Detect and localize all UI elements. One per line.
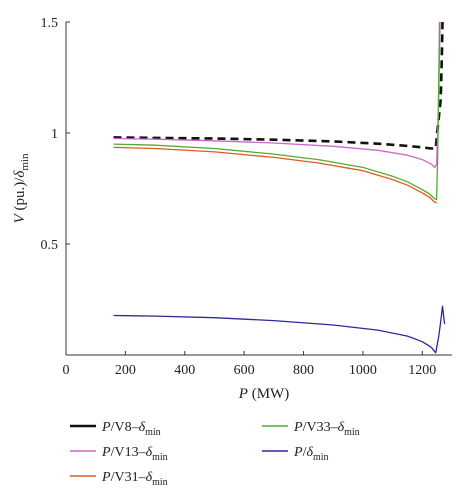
series-line-4 (113, 21, 441, 201)
x-tick-label: 0 (63, 363, 70, 378)
series-line-5 (113, 305, 446, 354)
x-axis-title: P (MW) (238, 386, 289, 402)
legend-item-1: P/V8–δmin (70, 420, 161, 438)
legend-label: P/V33–δmin (293, 420, 360, 438)
axes (65, 22, 452, 356)
series-layer (113, 21, 446, 354)
y-axis-title-sub: min (19, 153, 31, 171)
y-tick-label: 1 (51, 127, 58, 142)
legend-label: P/V8–δmin (101, 420, 161, 438)
y-tick-label: 1.5 (41, 16, 59, 31)
legend-label: P/V13–δmin (101, 445, 168, 463)
x-tick-label: 1200 (408, 363, 436, 378)
y-axis-title-mid: (pu.)/ (12, 177, 28, 214)
series-line-1 (113, 21, 444, 150)
x-tick-label: 800 (293, 363, 314, 378)
y-axis-title-delta: δ (12, 170, 28, 178)
y-tick-label: 0.5 (41, 238, 59, 253)
legend-item-3: P/V31–δmin (70, 470, 168, 488)
x-tick-label: 600 (234, 363, 255, 378)
ticks: 0 200 400 600 800 1000 1200 0.5 1 1.5 (41, 16, 437, 378)
legend-item-4: P/V33–δmin (262, 420, 360, 438)
legend-label: P/δmin (293, 445, 329, 463)
x-axis-title-unit: (MW) (248, 386, 289, 402)
legend-item-5: P/δmin (262, 445, 329, 463)
y-axis-title-main: V (12, 212, 28, 223)
x-tick-label: 400 (174, 363, 195, 378)
x-tick-label: 200 (115, 363, 136, 378)
legend-label: P/V31–δmin (101, 470, 168, 488)
legend: P/V8–δmin P/V13–δmin P/V31–δmin P/V33–δmin P… (70, 420, 360, 488)
x-axis-title-main: P (238, 386, 248, 402)
legend-item-2: P/V13–δmin (70, 445, 168, 463)
y-axis-title: V (pu.)/δmin (12, 153, 31, 223)
x-tick-label: 1000 (349, 363, 377, 378)
series-line-3 (113, 146, 437, 204)
